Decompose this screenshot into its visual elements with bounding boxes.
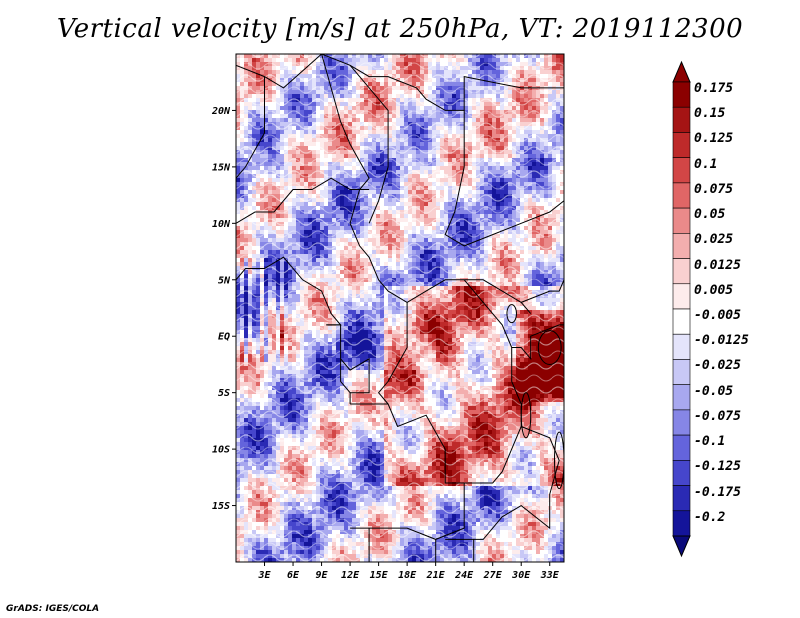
colorbar-label: -0.0125 [694, 333, 749, 349]
colorbar-swatch [672, 359, 691, 385]
lat-tick-label: 20N [211, 106, 231, 117]
border-line [349, 64, 389, 224]
border-line [236, 76, 265, 179]
lake-outline [537, 330, 562, 365]
lon-tick-label: 3E [257, 570, 271, 581]
colorbar-label: 0.175 [694, 81, 734, 96]
lat-tick-label: 5N [218, 275, 231, 286]
colorbar-swatch [672, 409, 691, 436]
colorbar-swatch [672, 460, 691, 486]
lon-tick-label: 24E [454, 570, 474, 581]
colorbar-swatch [672, 283, 691, 310]
lake-outline [506, 304, 517, 324]
border-line [521, 279, 564, 303]
colorbar-label: 0.025 [694, 232, 734, 248]
colorbar-label: -0.075 [694, 408, 741, 424]
border-line [377, 302, 408, 405]
lon-tick-label: 6E [287, 570, 300, 581]
border-line [236, 177, 370, 224]
border-line [340, 358, 351, 404]
latitude-axis: 20N 15N 10N 5N EQ 5S 10S 15S [211, 106, 236, 512]
colorbar-swatch [672, 258, 691, 285]
colorbar-label: 0.1 [694, 156, 718, 172]
lat-tick-label: 15S [212, 501, 230, 512]
colorbar-label: -0.05 [694, 383, 734, 399]
colorbar-swatch [672, 157, 691, 184]
colorbar-label: 0.05 [694, 207, 726, 223]
lat-tick-label: 10N [212, 219, 231, 230]
lon-tick-label: 30E [511, 570, 531, 581]
lat-tick-label: 15N [212, 162, 231, 173]
border-line [463, 279, 522, 484]
border-line [326, 324, 370, 394]
colorbar-swatch [672, 106, 691, 133]
border-line [473, 426, 560, 540]
colorbar-swatch [672, 132, 691, 158]
colorbar-label: 0.005 [694, 282, 734, 298]
colorbar-label: 0.0125 [694, 257, 741, 273]
colorbar-label: -0.125 [694, 459, 741, 475]
colorbar-swatch [672, 207, 691, 234]
lat-tick-label: 5S [218, 388, 230, 399]
map-title: Vertical velocity [m/s] at 250hPa, VT: 2… [56, 14, 744, 44]
border-line [321, 54, 532, 314]
colorbar-label: 0.075 [694, 181, 734, 197]
colorbar-swatch [672, 434, 691, 461]
colorbar-swatch [672, 384, 691, 411]
velocity-field [236, 54, 564, 562]
border-line [444, 110, 564, 247]
lon-tick-label: 27E [483, 570, 503, 581]
colorbar-top-arrow [672, 60, 691, 83]
lon-tick-label: 21E [426, 570, 446, 581]
lake-outline [520, 392, 532, 439]
lake-outline [553, 431, 564, 490]
lon-tick-label: 9E [316, 570, 329, 581]
colorbar-label: 0.125 [694, 131, 734, 147]
colorbar-label: -0.2 [694, 509, 726, 525]
lon-tick-label: 12E [341, 570, 360, 581]
colorbar-swatch [672, 333, 691, 360]
colorbar-swatch [672, 485, 691, 512]
lat-tick-label: EQ [218, 332, 230, 343]
colorbar-swatch [672, 233, 691, 259]
colorbar-label: -0.025 [694, 358, 741, 374]
border-line [511, 324, 564, 361]
colorbar-swatch [672, 81, 691, 108]
map-frame [235, 53, 565, 563]
border-line [350, 403, 465, 540]
lon-tick-label: 15E [370, 570, 389, 581]
border-line [236, 256, 342, 326]
country-borders [236, 54, 564, 562]
border-line [236, 54, 564, 111]
colorbar-label: -0.1 [694, 434, 726, 450]
colorbar-swatch [672, 182, 691, 209]
lon-tick-label: 33E [540, 570, 560, 581]
colorbar-label: -0.175 [694, 484, 741, 500]
lat-tick-label: 10S [212, 445, 230, 456]
longitude-axis: 3E 6E 9E 12E 15E 18E 21E 24E 27E 30E 33E [257, 562, 560, 581]
colorbar-label: 0.15 [694, 106, 726, 122]
credit-label: GrADS: IGES/COLA [6, 604, 100, 614]
colorbar-swatch [672, 510, 691, 537]
border-line [445, 538, 475, 562]
colorbar-swatch [672, 308, 691, 335]
colorbar-bottom-arrow [672, 535, 691, 558]
colorbar-label: -0.005 [694, 308, 741, 323]
lon-tick-label: 18E [398, 570, 417, 581]
